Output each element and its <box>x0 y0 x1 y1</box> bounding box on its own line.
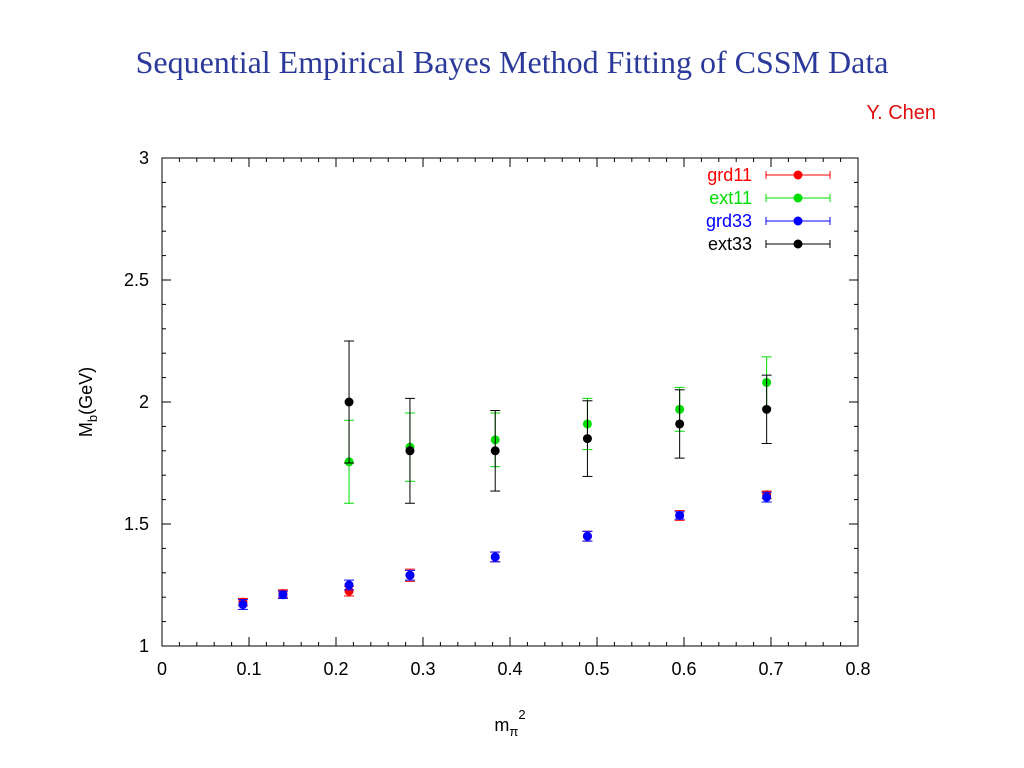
x-tick-label: 0.6 <box>671 659 696 679</box>
legend-label: grd11 <box>707 165 752 185</box>
data-point <box>344 397 354 407</box>
y-axis-label-main: M <box>76 422 96 437</box>
x-tick-label: 0.8 <box>845 659 870 679</box>
data-point <box>490 446 500 456</box>
y-tick-label: 1 <box>139 636 149 656</box>
x-tick-label: 0 <box>157 659 167 679</box>
legend-marker <box>793 216 803 226</box>
data-point <box>762 404 772 414</box>
legend: grd11 ext11 grd33 ext33 <box>706 165 831 254</box>
series-ext11 <box>344 356 772 504</box>
data-point <box>238 600 248 610</box>
data-point <box>675 419 685 429</box>
y-tick-label: 3 <box>139 148 149 168</box>
y-axis-label-rest: (GeV) <box>76 367 96 415</box>
legend-marker <box>793 170 803 180</box>
y-axis-label-sub: b <box>85 415 100 422</box>
legend-label: grd33 <box>706 211 752 231</box>
x-tick-label: 0.7 <box>758 659 783 679</box>
data-point <box>278 590 288 600</box>
author-name: Y. Chen <box>866 102 936 124</box>
x-tick-label: 0.2 <box>323 659 348 679</box>
series-grd33 <box>237 491 772 610</box>
plot-border <box>161 157 859 647</box>
x-axis-label-sup: 2 <box>518 707 525 722</box>
x-axis-label-main: m <box>494 715 509 735</box>
y-axis-label: Mb(GeV) <box>76 367 100 437</box>
data-series <box>237 340 772 610</box>
legend-marker <box>793 239 803 249</box>
series-grd11 <box>237 490 772 607</box>
x-tick-label: 0.5 <box>584 659 609 679</box>
x-axis-label: mπ2 <box>494 707 525 739</box>
legend-entry-grd33: grd33 <box>706 211 831 231</box>
data-point <box>490 552 500 562</box>
x-axis: 0 0.1 0.2 0.3 0.4 0.5 0.6 0.7 0.8 <box>157 158 871 679</box>
legend-entry-ext11: ext11 <box>709 188 831 208</box>
legend-label: ext33 <box>708 234 752 254</box>
data-point <box>582 434 592 444</box>
legend-marker <box>793 193 803 203</box>
x-tick-label: 0.4 <box>497 659 522 679</box>
data-point <box>675 510 685 520</box>
data-point <box>344 580 354 590</box>
legend-entry-grd11: grd11 <box>707 165 831 185</box>
data-point <box>405 570 415 580</box>
plot-frame <box>161 157 859 647</box>
x-axis-label-sub: π <box>509 724 518 739</box>
y-axis: 1 1.5 2 2.5 3 <box>124 148 858 656</box>
data-point <box>762 492 772 502</box>
x-tick-label: 0.3 <box>410 659 435 679</box>
x-tick-label: 0.1 <box>236 659 261 679</box>
legend-label: ext11 <box>709 188 752 208</box>
series-ext33 <box>344 340 772 504</box>
legend-entry-ext33: ext33 <box>708 234 831 254</box>
y-tick-label: 1.5 <box>124 514 149 534</box>
y-tick-label: 2 <box>139 392 149 412</box>
data-point <box>405 446 415 456</box>
data-point <box>582 531 592 541</box>
slide-title: Sequential Empirical Bayes Method Fittin… <box>135 44 889 80</box>
y-tick-label: 2.5 <box>124 270 149 290</box>
